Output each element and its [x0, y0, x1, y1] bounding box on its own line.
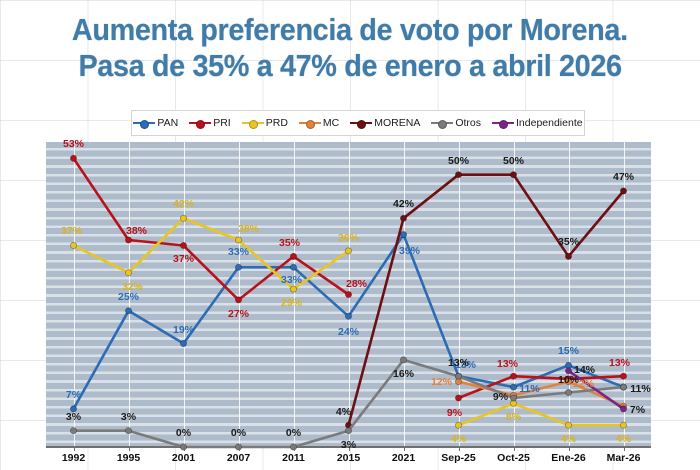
data-label: 39%	[398, 244, 421, 257]
legend-item-label: MC	[322, 117, 340, 129]
legend-item-prd[interactable]: PRD	[241, 117, 288, 129]
x-axis-tick	[403, 446, 406, 451]
legend-item-label: PRD	[265, 117, 288, 129]
x-axis-tick-label: 2015	[336, 452, 361, 464]
x-axis-tick-label: Ene-26	[551, 452, 586, 464]
x-axis-tick-label: 2021	[391, 452, 416, 464]
legend-item-pri[interactable]: PRI	[189, 117, 231, 129]
data-label: 12%	[430, 375, 453, 388]
x-axis-tick-label: 2011	[282, 452, 305, 464]
chart-legend: PAN PRI PRD MC MORENA Otros Independiente	[131, 110, 585, 136]
data-label: 37%	[172, 253, 195, 266]
data-label: 42%	[392, 198, 415, 211]
legend-item-label: Otros	[455, 117, 482, 129]
data-label: 0%	[175, 427, 192, 439]
chart-title-line-2: Pasa de 35% a 47% de enero a abril 2026	[78, 48, 622, 83]
legend-item-label: Independiente	[516, 117, 583, 129]
legend-item-label: MORENA	[374, 117, 421, 129]
data-label: 11%	[519, 383, 540, 396]
legend-marker-icon	[133, 118, 156, 129]
chart-title: Aumenta preferencia de voto por Morena. …	[0, 2, 700, 94]
legend-marker-icon	[241, 118, 264, 129]
data-label: 4%	[450, 433, 467, 446]
x-axis-tick-label: Mar-26	[606, 452, 641, 464]
data-label: 11%	[630, 383, 651, 396]
data-label: 37%	[60, 225, 83, 238]
data-label: 38%	[237, 223, 260, 236]
data-label: 9%	[446, 406, 463, 419]
legend-item-mc[interactable]: MC	[298, 117, 340, 129]
x-axis-tick-label: 2001	[171, 452, 196, 464]
data-label: 47%	[612, 171, 635, 184]
legend-marker-icon	[298, 118, 321, 129]
legend-item-independiente[interactable]: Independiente	[492, 117, 583, 129]
data-label: 13%	[496, 358, 519, 371]
x-axis-tick-label: 1992	[61, 452, 86, 464]
data-label: 38%	[125, 225, 148, 238]
x-axis-tick	[568, 446, 571, 451]
x-axis-tick-label: Sep-25	[441, 452, 476, 464]
x-axis-tick	[73, 446, 76, 451]
data-label: 36%	[337, 231, 360, 244]
data-label: 35%	[278, 237, 301, 250]
data-label: 13%	[447, 357, 470, 370]
legend-item-morena[interactable]: MORENA	[350, 117, 420, 129]
data-label: 7%	[65, 388, 82, 401]
x-axis-tick	[458, 446, 461, 451]
data-label: 32%	[121, 280, 144, 293]
data-label: 16%	[392, 367, 415, 380]
data-label: 50%	[502, 154, 525, 167]
x-axis-tick	[623, 446, 626, 451]
data-label: 29%	[280, 297, 303, 310]
chart-title-line-1: Aumenta preferencia de voto por Morena.	[72, 12, 628, 47]
data-label: 3%	[120, 410, 137, 423]
data-label: 24%	[337, 326, 360, 339]
data-label: 35%	[557, 236, 580, 249]
legend-item-label: PAN	[157, 117, 179, 129]
x-axis-tick-label: Oct-25	[497, 452, 530, 464]
data-label: 7%	[629, 403, 646, 416]
x-axis-tick	[128, 446, 131, 451]
legend-marker-icon	[350, 118, 373, 129]
legend-marker-icon	[431, 118, 454, 129]
x-axis-labels: 1992 1995 2001 2007 2011 2015 2021 Sep-25 Oct-25…	[0, 452, 700, 468]
data-label: 19%	[172, 323, 195, 336]
data-label: 0%	[230, 427, 247, 439]
legend-item-label: PRI	[213, 117, 231, 129]
legend-item-otros[interactable]: Otros	[431, 117, 481, 129]
data-label: 27%	[227, 307, 250, 320]
x-axis-tick	[513, 446, 516, 451]
data-label: 8%	[505, 411, 522, 424]
data-label: 13%	[608, 357, 631, 370]
x-axis-tick-label: 1995	[116, 452, 141, 464]
data-label: 33%	[280, 274, 303, 287]
data-label: 28%	[345, 277, 368, 290]
x-axis-tick	[348, 446, 351, 451]
data-label: 0%	[285, 427, 302, 439]
data-label: 3%	[340, 438, 357, 451]
data-label: 4%	[560, 433, 577, 446]
legend-marker-icon	[492, 118, 515, 129]
data-label: 4%	[615, 433, 632, 446]
data-label: 42%	[172, 198, 195, 211]
legend-item-pan[interactable]: PAN	[133, 117, 178, 129]
legend-marker-icon	[189, 118, 212, 129]
data-label: 15%	[557, 345, 580, 358]
x-axis-tick-label: 2007	[226, 452, 251, 464]
data-label: 50%	[447, 154, 470, 167]
data-label: 53%	[62, 138, 85, 151]
data-label: 3%	[65, 410, 82, 423]
data-label: 33%	[227, 246, 250, 259]
data-label: 9%	[492, 390, 509, 403]
data-label: 14%	[573, 363, 596, 376]
data-label: 4%	[335, 406, 352, 419]
